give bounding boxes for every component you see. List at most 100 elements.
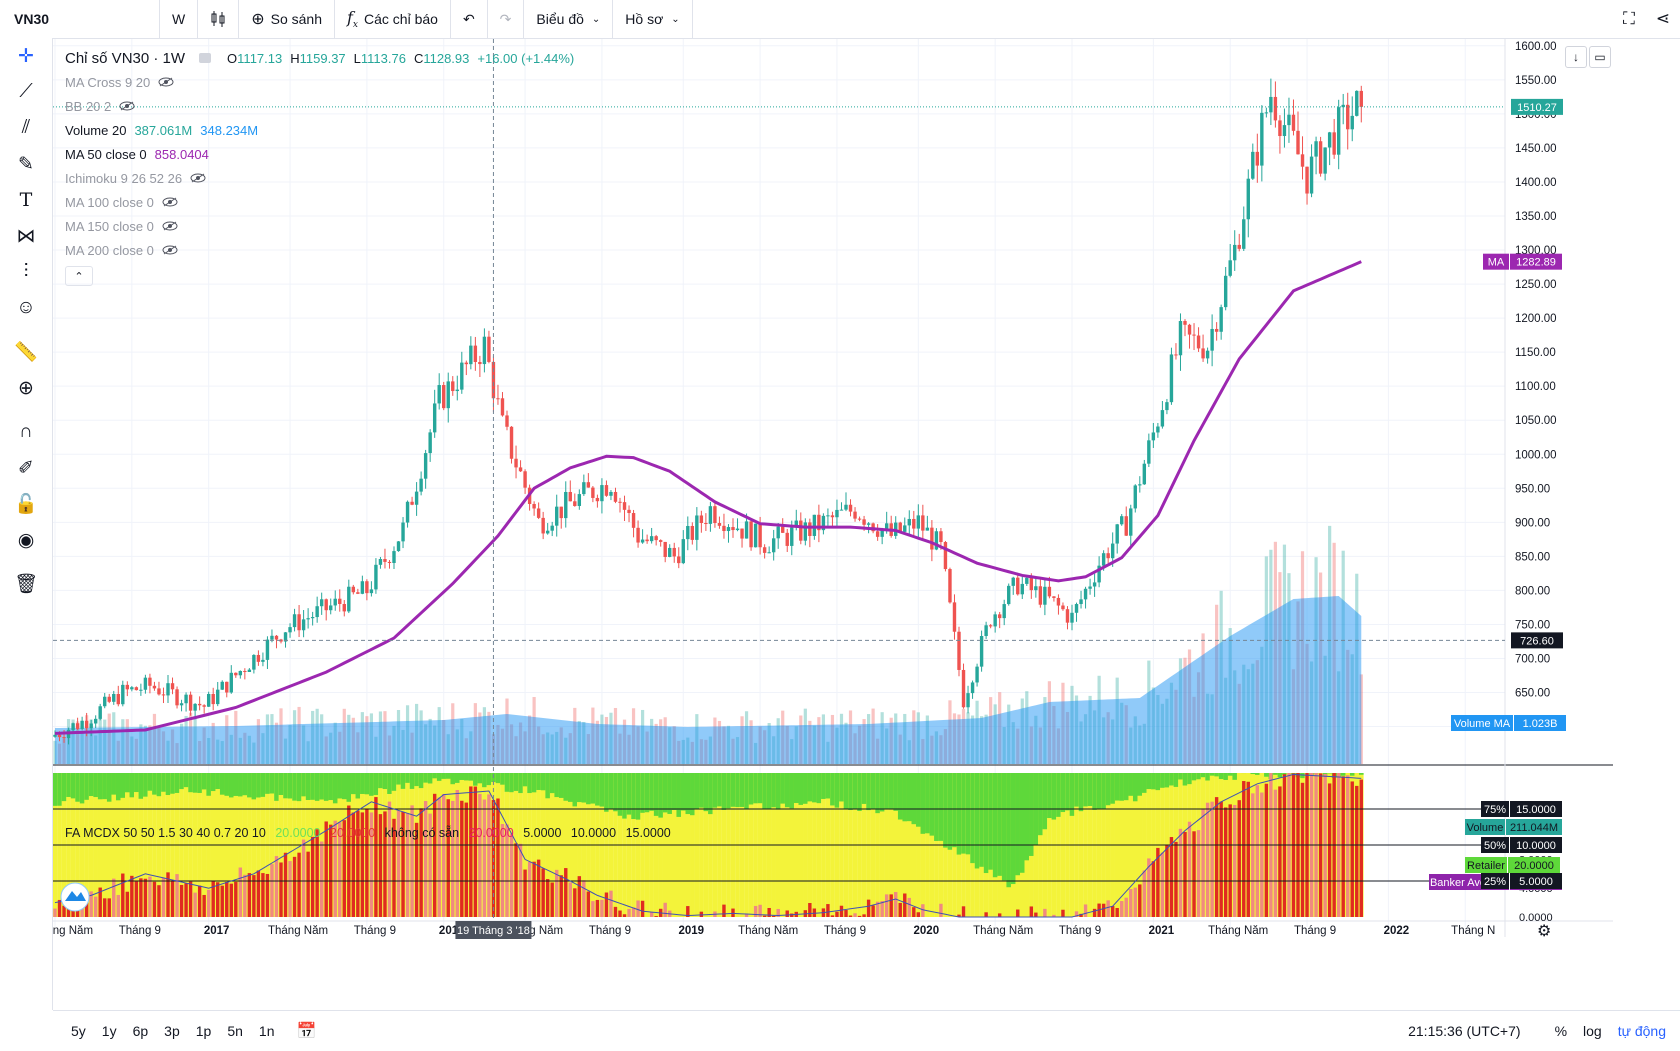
text-tool-icon[interactable]: T (0, 182, 52, 218)
candle-body (510, 427, 513, 459)
mcdx-banker-bar (1233, 805, 1236, 917)
price-tick-label: 1050.00 (1515, 415, 1557, 427)
log-toggle[interactable]: log (1583, 1023, 1602, 1039)
undo-button[interactable]: ↶ (451, 0, 488, 38)
volume-ma-area (55, 596, 1361, 764)
goto-date-icon[interactable]: 📅 (296, 1021, 316, 1041)
price-tick-label: 1350.00 (1515, 211, 1557, 223)
mcdx-banker-bar (1219, 802, 1222, 917)
compare-button[interactable]: ⊕ So sánh (239, 0, 335, 38)
legend-ma-cross[interactable]: MA Cross 9 20 (65, 70, 574, 94)
chart-style-button[interactable] (198, 0, 239, 38)
candle-body (356, 592, 359, 594)
indicators-button[interactable]: fx Các chỉ báo (335, 0, 451, 38)
candle-body (813, 515, 816, 536)
mcdx-hotmoney-bar (1223, 773, 1228, 780)
mcdx-banker-bar (578, 876, 581, 917)
mcdx-banker-bar (184, 883, 187, 917)
timezone-clock[interactable]: 21:15:36 (UTC+7) (1408, 1023, 1520, 1039)
range-button-5n[interactable]: 5n (219, 1023, 251, 1039)
mcdx-hotmoney-bar (206, 773, 211, 796)
maximize-pane-button[interactable]: ▭ (1589, 46, 1611, 68)
candle-body (148, 678, 151, 686)
candle-body (1247, 179, 1250, 220)
candle-body (58, 735, 61, 737)
range-button-1p[interactable]: 1p (188, 1023, 220, 1039)
mcdx-hotmoney-bar (979, 773, 984, 867)
candle-body (677, 556, 680, 563)
collapse-legend-button[interactable]: ⌃ (65, 266, 93, 286)
legend-hide-button[interactable] (199, 53, 211, 63)
eye-off-icon[interactable] (190, 173, 206, 183)
mcdx-name[interactable]: FA MCDX 50 50 1.5 30 40 0.7 20 10 (65, 826, 266, 840)
scroll-down-button[interactable]: ↓ (1565, 46, 1587, 68)
prediction-tool-icon[interactable]: ⫶ (0, 254, 52, 290)
gear-icon[interactable]: ⚙ (1537, 923, 1551, 940)
legend-volume[interactable]: Volume 20 387.061M 348.234M (65, 118, 574, 142)
eye-off-icon[interactable] (162, 245, 178, 255)
mcdx-banker-bar (1265, 784, 1268, 917)
mcdx-hotmoney-bar (57, 773, 62, 806)
mcdx-banker-bar (871, 905, 874, 917)
range-button-5y[interactable]: 5y (63, 1023, 94, 1039)
candle-body (555, 507, 558, 526)
range-button-1y[interactable]: 1y (94, 1023, 125, 1039)
close-label: C (414, 51, 423, 66)
zoom-in-icon[interactable]: ⊕ (0, 370, 52, 406)
eye-off-icon[interactable] (119, 101, 135, 111)
candle-body (374, 565, 377, 590)
lock-drawing-icon[interactable]: ✐ (0, 450, 52, 486)
emoji-icon[interactable]: ☺ (0, 290, 52, 326)
legend-bb[interactable]: BB 20 2 (65, 94, 574, 118)
fib-tool-icon[interactable]: ⫽ (0, 110, 52, 146)
legend-ichimoku[interactable]: Ichimoku 9 26 52 26 (65, 166, 574, 190)
legend-ma50[interactable]: MA 50 close 0 858.0404 (65, 142, 574, 166)
percent-toggle[interactable]: % (1555, 1023, 1567, 1039)
eye-off-icon[interactable] (162, 221, 178, 231)
mcdx-banker-bar (1360, 780, 1363, 917)
crosshair-icon[interactable]: ✛ (0, 38, 52, 74)
redo-button[interactable]: ↷ (488, 0, 525, 38)
ruler-icon[interactable]: 📏 (0, 334, 52, 370)
mcdx-hotmoney-bar (75, 773, 80, 802)
candle-body (591, 488, 594, 498)
mcdx-banker-bar (1116, 908, 1119, 917)
candle-body (1292, 115, 1295, 131)
legend-ma100[interactable]: MA 100 close 0 (65, 190, 574, 214)
share-icon[interactable]: ⋖ (1646, 9, 1680, 29)
chart-title[interactable]: Chỉ số VN30 · 1W (65, 50, 185, 67)
mcdx-banker-bar (641, 901, 644, 917)
lock-icon[interactable]: 🔓 (0, 486, 52, 522)
profile-menu[interactable]: Hồ sơ ⌄ (613, 0, 692, 38)
mcdx-hotmoney-bar (220, 773, 225, 795)
legend-ma200[interactable]: MA 200 close 0 (65, 238, 574, 262)
price-tick-label: 800.00 (1515, 585, 1550, 597)
magnet-icon[interactable]: ∩ (0, 414, 52, 450)
symbol-search[interactable]: VN30 (0, 0, 160, 38)
trash-icon[interactable]: 🗑 (0, 566, 52, 602)
mcdx-hotmoney-bar (636, 773, 641, 820)
ma-badge: 1282.89 (1516, 257, 1556, 269)
range-button-1n[interactable]: 1n (251, 1023, 283, 1039)
ma100-label: MA 100 close 0 (65, 195, 154, 210)
brush-icon[interactable]: ✎ (0, 146, 52, 182)
eye-off-icon[interactable] (158, 77, 174, 87)
range-button-3p[interactable]: 3p (156, 1023, 188, 1039)
auto-scale-toggle[interactable]: tự động (1618, 1023, 1666, 1039)
candle-body (1305, 167, 1308, 194)
eye-icon[interactable]: ◉ (0, 522, 52, 558)
mcdx-hotmoney-bar (500, 773, 505, 785)
eye-off-icon[interactable] (162, 197, 178, 207)
interval-button[interactable]: W (160, 0, 198, 38)
candle-body (239, 671, 242, 675)
mcdx-hotmoney-bar (66, 773, 71, 797)
range-button-6p[interactable]: 6p (125, 1023, 157, 1039)
legend-ma150[interactable]: MA 150 close 0 (65, 214, 574, 238)
candle-body (189, 695, 192, 711)
trend-line-icon[interactable]: ⟋ (0, 74, 52, 110)
chart-menu[interactable]: Biểu đồ ⌄ (524, 0, 613, 38)
mcdx-banker-bar (207, 890, 210, 917)
pattern-tool-icon[interactable]: ⋈ (0, 218, 52, 254)
price-tick-label: 850.00 (1515, 551, 1550, 563)
fullscreen-icon[interactable]: ⛶ (1612, 9, 1646, 29)
